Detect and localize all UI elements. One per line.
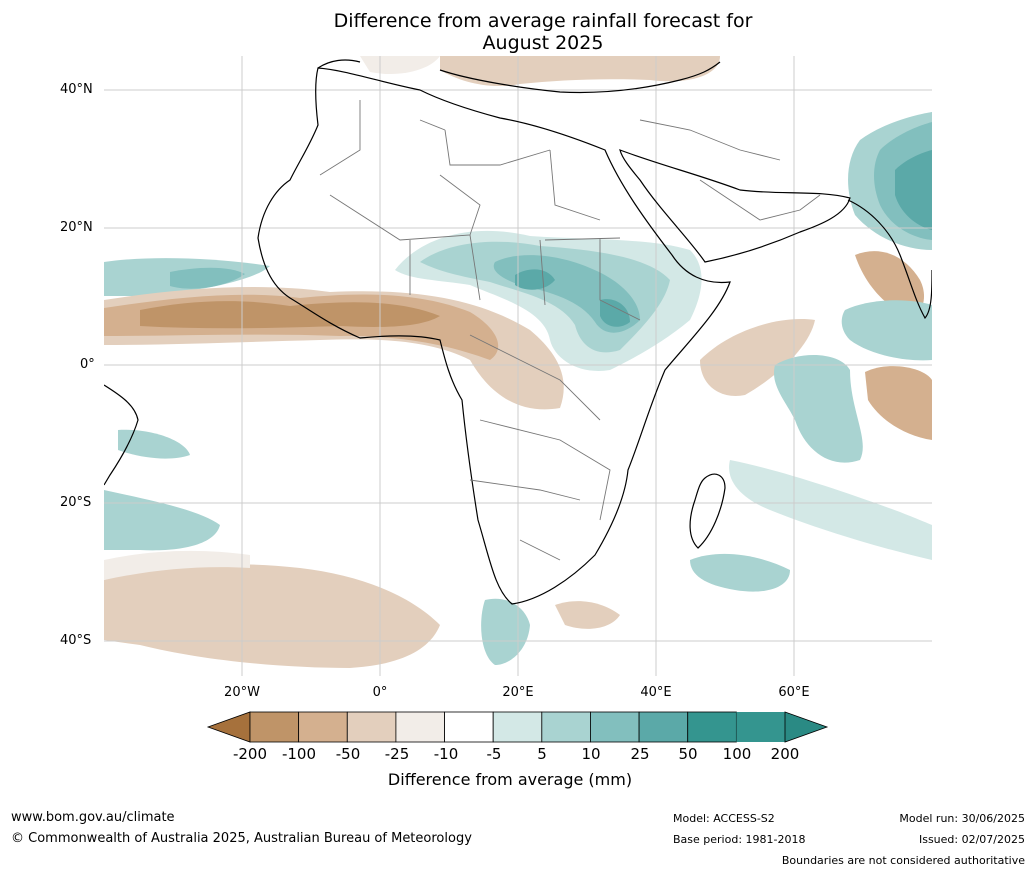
footer-base-period: Base period: 1981-2018 [673, 833, 806, 846]
colorbar-segment [638, 711, 689, 743]
coastlines [104, 59, 932, 605]
colorbar-left-extend [206, 711, 251, 743]
colorbar-tick-label: -100 [281, 745, 317, 763]
anomaly-wet-equatorial-io [841, 300, 932, 361]
colorbar-segment [444, 711, 494, 743]
anomaly-dry-mediterranean [440, 56, 720, 87]
anomaly-wet-arabian-sea-core [895, 150, 932, 230]
colorbar-segment [249, 711, 300, 743]
colorbar-tick-label: 5 [537, 745, 547, 763]
colorbar-tick-label: -25 [384, 745, 410, 763]
title-line-1: Difference from average rainfall forecas… [333, 10, 753, 32]
anomaly-wet-central-io [774, 354, 863, 463]
anomaly-wet-south-atlantic-west [104, 490, 220, 551]
anomaly-wet-madagascar-south [690, 553, 790, 592]
anomaly-wet-south-io-band [729, 460, 932, 560]
colorbar-tick-label: -10 [433, 745, 459, 763]
colorbar-segment [687, 711, 737, 743]
colorbar-right-extend [784, 711, 829, 743]
colorbar-tick-label: -5 [486, 745, 502, 763]
lon-label-0: 0° [372, 685, 388, 700]
country-borders [319, 100, 821, 561]
anomaly-dry-east-io [865, 366, 932, 440]
lon-label-60e: 60°E [778, 685, 810, 700]
anomaly-dry-mediterranean-light [360, 56, 440, 75]
colorbar-segment [298, 711, 348, 743]
anomaly-dry-south-atlantic-light [104, 550, 250, 580]
lat-label-40s: 40°S [60, 633, 92, 648]
lon-label-20e: 20°E [502, 685, 534, 700]
europe-coastline [317, 59, 721, 94]
anomaly-dry-south-atlantic [104, 564, 440, 668]
anomaly-wet-atlantic-north-core [170, 267, 245, 289]
lat-label-20s: 20°S [60, 495, 92, 510]
footer-url[interactable]: www.bom.gov.au/climate [11, 810, 175, 825]
madagascar-coastline [689, 473, 726, 549]
colorbar-segment [395, 711, 445, 743]
rainfall-anomaly-field [104, 56, 932, 668]
india-coastline [847, 199, 932, 320]
colorbar-title: Difference from average (mm) [387, 770, 633, 789]
lat-label-0: 0° [80, 357, 95, 372]
colorbar-tick-label: -50 [335, 745, 361, 763]
south-america-coastline [104, 384, 139, 486]
colorbar-tick-label: 100 [722, 745, 752, 763]
colorbar-tick-label: 50 [678, 745, 698, 763]
footer-model: Model: ACCESS-S2 [673, 812, 775, 825]
colorbar-segment [492, 711, 543, 743]
title-line-2: August 2025 [482, 32, 604, 54]
map-title: Difference from average rainfall forecas… [250, 10, 836, 54]
colorbar-segment [346, 711, 397, 743]
footer-model-run: Model run: 30/06/2025 [899, 812, 1025, 825]
anomaly-dry-southern-africa [555, 601, 620, 629]
anomaly-dry-west-io [700, 319, 815, 396]
footer-copyright: © Commonwealth of Australia 2025, Austra… [11, 831, 472, 846]
colorbar-tick-label: 25 [630, 745, 650, 763]
colorbar-segment [541, 711, 591, 743]
africa-coastline [257, 67, 731, 605]
colorbar-tick-label: 10 [581, 745, 601, 763]
footer-disclaimer: Boundaries are not considered authoritat… [781, 854, 1025, 867]
lon-label-40e: 40°E [640, 685, 672, 700]
lon-label-20w: 20°W [224, 685, 260, 700]
arabia-coastline [619, 149, 851, 263]
anomaly-wet-cape [481, 598, 530, 665]
colorbar-tick-label: 200 [770, 745, 800, 763]
colorbar-tick-label: -200 [232, 745, 268, 763]
anomaly-wet-south-atlantic-mid [118, 429, 190, 459]
colorbar [206, 711, 829, 743]
lat-label-20n: 20°N [60, 220, 93, 235]
footer-issued: Issued: 02/07/2025 [918, 833, 1025, 846]
lat-label-40n: 40°N [60, 82, 93, 97]
colorbar-segment [736, 712, 785, 742]
colorbar-segment [590, 711, 640, 743]
anomaly-dry-gulf-guinea-core [140, 301, 440, 329]
anomaly-dry-india [855, 251, 925, 316]
